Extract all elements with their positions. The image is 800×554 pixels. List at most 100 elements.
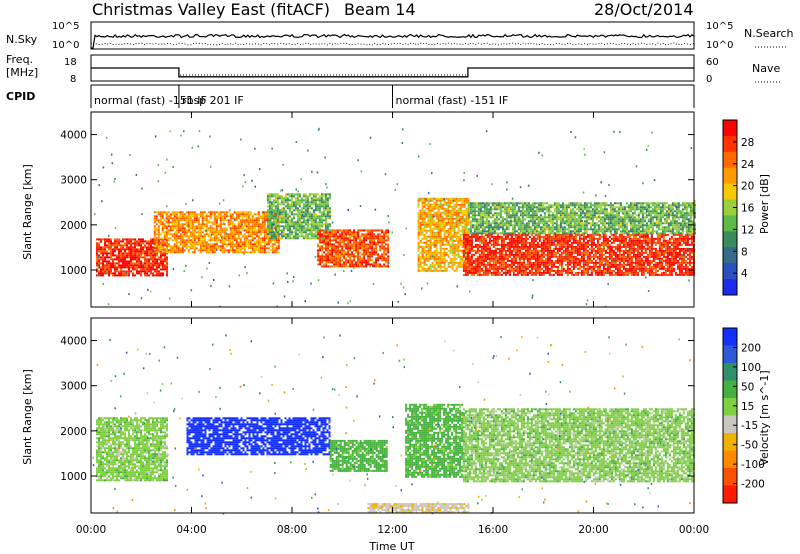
velocity-ylabel: Slant Range [km] xyxy=(21,369,34,465)
y-tick-label: 3000 xyxy=(60,381,87,393)
colorbar-tick-label: 4 xyxy=(741,268,748,280)
heatmap-region xyxy=(317,229,390,268)
colorbar-swatch xyxy=(723,468,737,486)
date-label: 28/Oct/2014 xyxy=(594,0,694,19)
colorbar-swatch xyxy=(723,151,737,169)
y-tick-label: 3000 xyxy=(60,175,87,187)
freq-panel: Freq. [MHz] 18 8 60 0 Nave xyxy=(6,53,782,85)
colorbar-swatch xyxy=(723,215,737,232)
heatmap-region xyxy=(462,233,695,276)
colorbar-tick-label: 100 xyxy=(741,362,761,374)
colorbar-swatch xyxy=(723,450,737,469)
colorbar-swatch xyxy=(723,433,737,451)
velocity-panel: 1000 2000 3000 4000 Slant Range [km] xyxy=(21,317,695,515)
nsky-panel: N.Sky 10^5 10^0 10^5 10^0 N.Search xyxy=(6,21,794,51)
colorbar-swatch xyxy=(723,398,737,416)
nave-trace xyxy=(91,67,694,76)
colorbar-tick-label: 24 xyxy=(741,159,755,171)
colorbar-frame xyxy=(722,327,738,504)
nsky-tick-top: 10^5 xyxy=(52,21,79,32)
y-tick-label: 2000 xyxy=(60,220,87,232)
y-tick-label: 1000 xyxy=(60,265,87,277)
nsky-tick-bottom: 10^0 xyxy=(52,40,79,51)
velocity-colorbar-label: Velocity [m s^-1] xyxy=(758,370,771,465)
x-tick-label: 08:00 xyxy=(277,524,307,536)
colorbar-tick-label: 16 xyxy=(741,203,755,215)
beam-label: Beam 14 xyxy=(344,0,416,19)
cpid-segment-label: normal (fast) -151 IF xyxy=(396,94,509,107)
nsky-label: N.Sky xyxy=(6,33,38,46)
colorbar-swatch xyxy=(723,415,737,434)
freq-tick-top: 18 xyxy=(64,57,77,68)
colorbar-tick-label: 8 xyxy=(741,246,748,258)
nave-tick-bottom: 0 xyxy=(706,74,712,85)
colorbar-swatch xyxy=(723,247,737,264)
colorbar-swatch xyxy=(723,231,737,248)
freq-unit: [MHz] xyxy=(6,66,38,79)
colorbar-tick-label: -100 xyxy=(741,459,765,471)
velocity-data xyxy=(92,334,695,515)
colorbar-tick-label: 12 xyxy=(741,224,754,236)
heatmap-region xyxy=(329,439,388,472)
colorbar-tick-label: 20 xyxy=(741,181,754,193)
y-tick-label: 2000 xyxy=(60,426,87,438)
heatmap-region xyxy=(96,417,168,482)
x-axis-label: Time UT xyxy=(368,540,414,553)
heatmap-region xyxy=(467,202,696,235)
x-tick-label: 20:00 xyxy=(578,524,608,536)
heatmap-region xyxy=(462,408,695,483)
nave-label: Nave xyxy=(752,62,780,75)
nsearch-tick-top: 10^5 xyxy=(706,21,733,32)
colorbar-swatch xyxy=(723,199,737,216)
x-tick-label: 04:00 xyxy=(176,524,206,536)
colorbar-swatch xyxy=(723,167,737,185)
colorbar-swatch xyxy=(723,120,737,137)
heatmap-region xyxy=(367,503,470,514)
colorbar-tick-label: 200 xyxy=(741,342,761,354)
colorbar-swatch xyxy=(723,485,737,504)
nsky-trace xyxy=(91,33,695,49)
power-panel: 1000 2000 3000 4000 Slant Range [km] xyxy=(21,111,696,308)
heatmap-scatter xyxy=(94,127,696,308)
colorbar-tick-label: -200 xyxy=(741,479,765,491)
freq-trace xyxy=(91,67,694,78)
freq-label: Freq. xyxy=(6,53,33,66)
nsearch-label: N.Search xyxy=(744,27,794,40)
nsearch-tick-bottom: 10^0 xyxy=(706,40,733,51)
x-tick-label: 16:00 xyxy=(478,524,508,536)
x-tick-label: 00:00 xyxy=(679,524,709,536)
nsearch-trace xyxy=(90,42,695,46)
heatmap-scatter xyxy=(92,334,691,515)
colorbar-tick-label: 50 xyxy=(741,381,754,393)
y-tick-label: 4000 xyxy=(60,336,87,348)
x-tick-label: 12:00 xyxy=(377,524,407,536)
y-tick-label: 4000 xyxy=(60,130,87,142)
y-tick-label: 1000 xyxy=(60,471,87,483)
power-ylabel: Slant Range [km] xyxy=(21,164,34,260)
colorbar-tick-label: 28 xyxy=(741,137,754,149)
power-yticks: 1000 2000 3000 4000 xyxy=(60,130,694,277)
velocity-yticks: 1000 2000 3000 4000 xyxy=(60,336,694,483)
colorbar-tick-label: 15 xyxy=(741,401,754,413)
colorbar-swatch xyxy=(723,263,737,280)
nave-tick-top: 60 xyxy=(706,57,719,68)
chart-title: Christmas Valley East (fitACF) xyxy=(92,0,330,19)
freq-tick-bottom: 8 xyxy=(70,74,76,85)
colorbar-tick-label: -50 xyxy=(741,440,758,452)
colorbar-swatch xyxy=(723,279,737,296)
x-axis: 00:00 04:00 08:00 12:00 16:00 20:00 00:00 xyxy=(76,112,709,536)
heatmap-region xyxy=(405,403,464,478)
x-tick-label: 00:00 xyxy=(76,524,106,536)
colorbar-tick-label: -15 xyxy=(741,420,758,432)
power-colorbar: 28 24 20 16 12 8 4 xyxy=(722,119,755,296)
nsky-frame xyxy=(90,21,695,50)
cpid-label: CPID xyxy=(6,90,35,103)
colorbar-swatch xyxy=(723,135,737,153)
heatmap-region xyxy=(186,417,331,456)
colorbar-swatch xyxy=(723,380,737,399)
power-data xyxy=(94,127,696,308)
velocity-colorbar: 200 100 50 15 -15 -50 -100 -200 xyxy=(722,327,765,504)
